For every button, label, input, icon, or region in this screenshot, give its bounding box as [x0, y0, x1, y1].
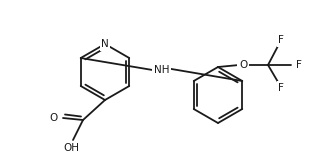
Text: F: F: [278, 35, 284, 45]
Text: O: O: [50, 113, 58, 123]
Text: NH: NH: [154, 65, 169, 75]
Text: OH: OH: [63, 143, 79, 153]
Text: O: O: [239, 60, 247, 70]
Text: N: N: [101, 39, 109, 49]
Text: F: F: [278, 83, 284, 93]
Text: F: F: [296, 60, 302, 70]
